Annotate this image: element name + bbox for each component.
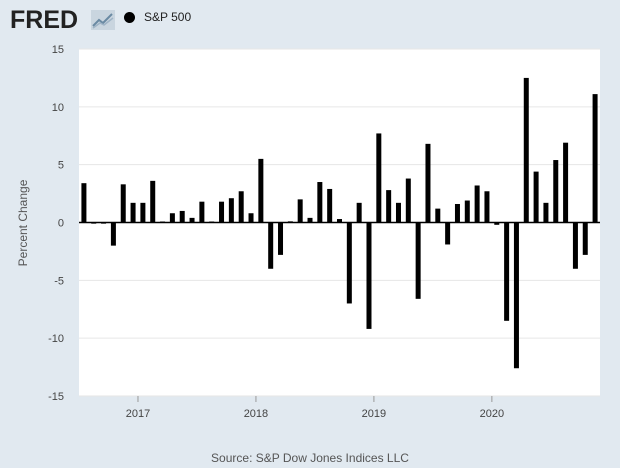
bar [366, 222, 372, 329]
bar [199, 201, 205, 223]
bar [523, 77, 529, 223]
bar [179, 210, 185, 223]
bar [356, 202, 362, 223]
bar [464, 200, 470, 223]
bar [592, 94, 598, 223]
legend-label: S&P 500 [144, 10, 192, 24]
bar [169, 213, 175, 223]
y-tick-label: 5 [58, 160, 64, 172]
y-tick-label: 15 [52, 44, 64, 56]
bar [110, 222, 116, 246]
bar [238, 191, 244, 223]
bar [81, 183, 87, 223]
x-tick-labels: 2017 2018 2019 2020 [126, 396, 504, 420]
y-tick-label: 0 [58, 218, 64, 230]
x-tick-label: 2019 [362, 408, 386, 420]
bar [425, 143, 431, 223]
bar [346, 222, 352, 304]
x-tick-label: 2017 [126, 408, 150, 420]
bars [81, 77, 598, 369]
fred-logo[interactable]: FRED [10, 6, 79, 34]
bar [445, 222, 451, 245]
bar [582, 222, 588, 255]
bar [327, 188, 333, 223]
bar [278, 222, 284, 255]
bar [386, 190, 392, 223]
bar [140, 202, 146, 223]
bar [572, 222, 578, 269]
bar [494, 222, 500, 225]
bar [337, 219, 342, 223]
y-tick-labels: -15 -10 -5 0 5 10 15 [48, 44, 64, 403]
bar [219, 201, 225, 223]
bar [258, 158, 264, 223]
bar [317, 182, 323, 223]
bar [228, 198, 234, 223]
bar [454, 203, 460, 223]
bar [150, 180, 156, 223]
bar [435, 208, 441, 223]
bar [376, 133, 382, 223]
bar [189, 217, 195, 223]
x-tick-label: 2018 [244, 408, 268, 420]
y-tick-label: -15 [48, 391, 64, 403]
bar [553, 160, 559, 223]
bar [405, 178, 411, 223]
bar [504, 222, 510, 321]
y-axis-label: Percent Change [16, 179, 30, 266]
bar [543, 202, 549, 223]
y-tick-label: -10 [48, 333, 64, 345]
legend-swatch [124, 11, 135, 23]
bar [268, 222, 274, 269]
bar [563, 142, 569, 223]
chart-legend: S&P 500 [124, 10, 191, 24]
bar [307, 217, 313, 223]
bar [474, 185, 480, 223]
x-tick-label: 2020 [480, 408, 504, 420]
bar [513, 222, 519, 369]
y-tick-label: 10 [52, 102, 64, 114]
bar [395, 202, 401, 223]
bar [120, 184, 126, 223]
bar [297, 199, 303, 223]
bar [484, 191, 490, 223]
y-tick-label: -5 [54, 275, 64, 287]
bar [248, 213, 254, 223]
bar [415, 222, 421, 299]
source-note: Source: S&P Dow Jones Indices LLC [211, 451, 409, 465]
bar [533, 171, 539, 223]
fred-graph-icon [91, 10, 115, 30]
bar [130, 202, 136, 223]
